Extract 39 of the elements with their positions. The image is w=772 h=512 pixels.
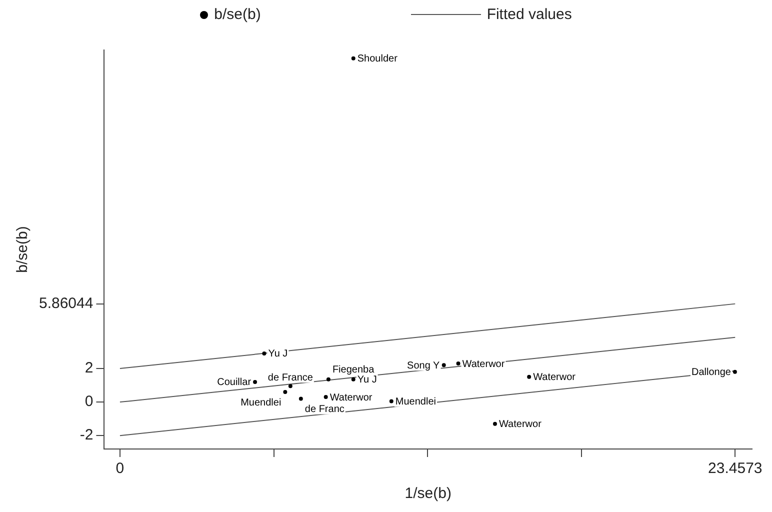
point (389, 399, 394, 404)
point (288, 384, 292, 388)
data-label: Waterwor (462, 358, 506, 370)
data-label: Muendlei (395, 396, 436, 408)
y-tick-label: -2 (80, 426, 94, 444)
y-tick-label: 5.86044 (38, 294, 94, 312)
legend-label: Fitted values (486, 6, 572, 23)
point (732, 370, 737, 374)
y-tick-label: 0 (84, 393, 94, 410)
data-label: Shoulder (357, 54, 398, 65)
point (262, 351, 266, 356)
data-label: Waterwor (330, 392, 373, 404)
data-label: Muendlei (240, 397, 282, 408)
point (326, 377, 330, 382)
y-tick-label: 2 (84, 360, 94, 377)
data-label: Yu J (268, 348, 288, 360)
point (324, 395, 328, 400)
point (351, 56, 356, 60)
data-label: Waterwor (498, 419, 542, 430)
data-label: Dallonge (691, 367, 732, 378)
point (456, 362, 460, 366)
data-label: Yu J (357, 374, 377, 386)
point (492, 422, 497, 426)
legend-label: b/se(b) (214, 6, 261, 23)
data-label: de Franc (304, 404, 344, 415)
point (351, 377, 356, 382)
data-label: Couillar (217, 377, 252, 388)
data-label: Song Y (407, 360, 440, 372)
point (298, 396, 303, 401)
data-label: Fiegenba (332, 364, 375, 376)
point (442, 363, 446, 368)
data-label: de France (268, 372, 314, 384)
y-axis-title: b/se(b) (14, 226, 32, 273)
data-label: Waterwor (533, 372, 576, 384)
point (527, 374, 532, 379)
x-axis-title: 1/se(b) (404, 485, 452, 502)
point (283, 390, 288, 394)
point (253, 380, 258, 384)
x-tick-label: 23.4573 (708, 460, 762, 478)
